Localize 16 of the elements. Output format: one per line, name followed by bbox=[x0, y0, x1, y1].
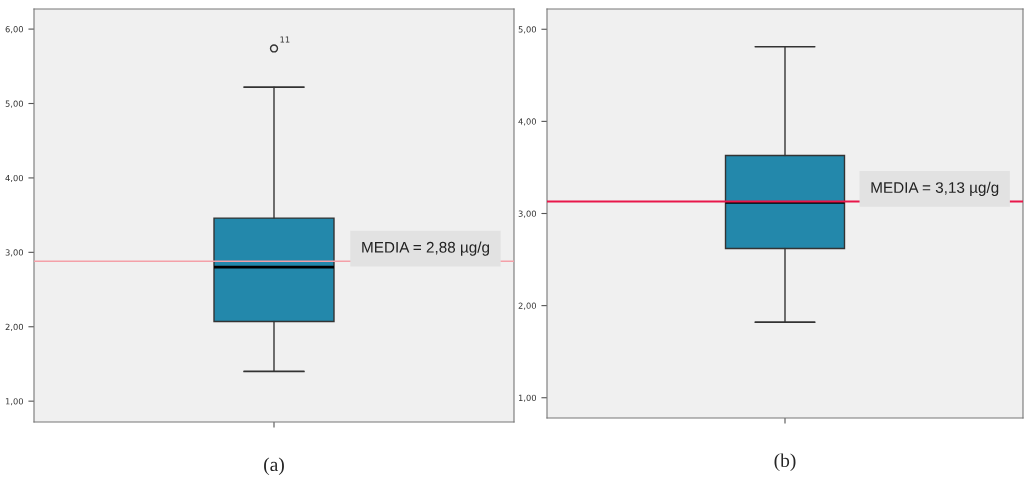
y-tick-label: 5,00 bbox=[518, 26, 537, 34]
y-tick-label: 1,00 bbox=[5, 398, 24, 406]
y-tick-label: 4,00 bbox=[5, 174, 24, 183]
y-tick-label: 2,00 bbox=[518, 302, 537, 310]
x-axis-title: (a) bbox=[264, 457, 284, 476]
y-tick-label: 3,00 bbox=[5, 249, 24, 257]
y-tick-label: 3,00 bbox=[518, 210, 537, 218]
y-tick-label: 1,00 bbox=[518, 394, 537, 402]
annotation: 11 bbox=[280, 36, 290, 43]
x-axis-title: (b) bbox=[774, 453, 796, 472]
y-tick-label: 6,00 bbox=[5, 26, 24, 34]
y-tick-label: 4,00 bbox=[518, 118, 537, 126]
y-tick-label: 2,00 bbox=[5, 323, 24, 331]
ref-line-label: MEDIA = 3,13 µg/g bbox=[871, 181, 999, 196]
y-tick-label: 5,00 bbox=[5, 100, 24, 108]
ref-line-label: MEDIA = 2,88 µg/g bbox=[362, 241, 490, 256]
